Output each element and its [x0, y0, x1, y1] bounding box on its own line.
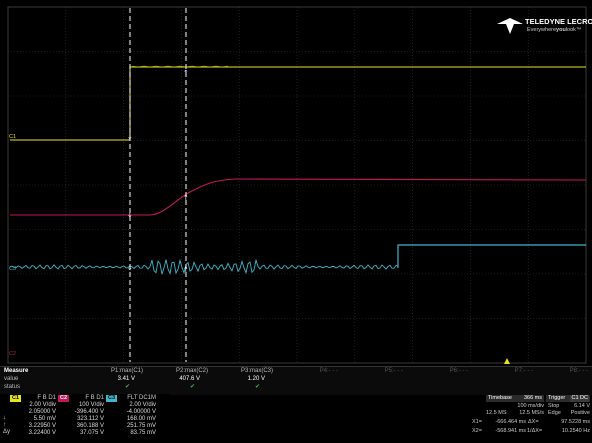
- cursor-x2-c1-arrow: ↑: [183, 69, 189, 77]
- c1-vdiv: 2.00 V/div: [29, 402, 56, 408]
- c2-ground-marker[interactable]: C2: [9, 351, 16, 357]
- c2-dy: 37.075 V: [79, 430, 104, 436]
- c2-x1: 323.112 V: [77, 416, 104, 422]
- timebase-label: Timebase: [488, 395, 512, 401]
- c1-mode: F B D1: [37, 395, 56, 401]
- c3-noise: [9, 258, 399, 276]
- row-symbol-x1: ↓: [3, 415, 6, 421]
- c2-offset: -396.400 V: [74, 409, 104, 415]
- c1-x2: 3.22950 V: [28, 423, 56, 429]
- param-p2-status: ✔: [189, 384, 195, 390]
- cursor-x1-c3-arrow: ↓: [127, 264, 133, 272]
- c1-tag[interactable]: C1: [10, 395, 22, 402]
- timebase-samples: 12.5 MS: [486, 410, 507, 416]
- measure-header: Measure: [4, 368, 29, 374]
- param-p1-value: 3.41 V: [117, 376, 135, 382]
- param-p3-value: 1.20 V: [247, 376, 265, 382]
- c2-tag[interactable]: C2: [58, 395, 70, 402]
- trigger-slope: Positive: [570, 410, 590, 416]
- cursor-x1-c1-arrow: ↓: [127, 133, 133, 141]
- channel-descriptors: ↓ ↑ Δy C1 F B D1 2.00 V/div 2.05000 V 5.…: [0, 394, 170, 443]
- c3-x1: 168.00 mV: [126, 416, 156, 422]
- cursor-x1-c2-arrow: ↓: [127, 211, 133, 219]
- trigger-channel: C1 DC: [570, 395, 589, 402]
- measure-panel: Measure P1:max(C1) P2:max(C2) P3:max(C3)…: [0, 366, 592, 395]
- c3-step: [397, 244, 586, 268]
- param-p6-name[interactable]: P6:- - -: [449, 368, 468, 374]
- c3-descriptor[interactable]: C3 FLT DC1M 2.00 V/div -4.00000 V 168.00…: [106, 395, 156, 441]
- trigger-level: 6.14 V: [574, 403, 590, 409]
- measure-row-value-label: value: [4, 376, 19, 382]
- timebase-rate: 12.5 MS/s: [519, 410, 544, 416]
- row-symbol-x2: ↑: [3, 422, 6, 428]
- param-p1-status: ✔: [124, 384, 130, 390]
- timebase-value: 366 ms: [523, 395, 542, 401]
- cursor-x2-c3-arrow: ↑: [183, 266, 189, 274]
- param-p3-status: ✔: [254, 384, 260, 390]
- timebase-descriptor[interactable]: Timebase 366 ms: [486, 395, 544, 402]
- c1-offset: 2.05000 V: [28, 409, 56, 415]
- c3-dy: 83.75 mV: [130, 430, 156, 436]
- c2-vdiv: 100 V/div: [78, 402, 104, 408]
- c1-x1: 5.50 mV: [33, 416, 56, 422]
- trigger-type: Edge: [548, 410, 561, 416]
- c3-ground-marker[interactable]: C3: [9, 266, 16, 272]
- row-symbol-dy: Δy: [3, 429, 11, 435]
- cursor-dx-label: ΔX=: [528, 419, 539, 425]
- teledyne-bird-icon: [497, 18, 523, 34]
- c1-descriptor[interactable]: C1 F B D1 2.00 V/div 2.05000 V 5.50 mV 3…: [10, 395, 56, 441]
- timebase-tdiv: 100 ms/div: [517, 403, 544, 409]
- c2-descriptor[interactable]: C2 F B D1 100 V/div -396.400 V 323.112 V…: [58, 395, 104, 441]
- c3-mode: FLT DC1M: [127, 395, 156, 401]
- grid-lines: [8, 7, 586, 363]
- c1-trace: [10, 66, 586, 141]
- cursor-x2-value: -568.941 ms: [495, 428, 526, 434]
- c2-x2: 360.188 V: [76, 423, 104, 429]
- trigger-position-marker[interactable]: [504, 358, 510, 364]
- cursor-x2-label: X2=: [472, 428, 482, 434]
- waveform-grid[interactable]: C1 C3 C2 ↓ ↓ ↓ ↑ ↑ ↑: [0, 0, 592, 370]
- c3-offset: -4.00000 V: [126, 409, 156, 415]
- logo-tagline: Everywhereyoulook™: [527, 27, 582, 33]
- cursor-inv-dx-value: 10.2540 Hz: [561, 428, 590, 434]
- cursor-inv-dx-label: 1/ΔX=: [527, 428, 543, 434]
- teledyne-logo: TELEDYNE LECROY Everywhereyoulook™: [497, 16, 592, 38]
- cursor-dx-value: 97.5228 ms: [561, 419, 590, 425]
- param-p3-name[interactable]: P3:max(C3): [240, 368, 273, 374]
- cursor-x1-label: X1=: [472, 419, 482, 425]
- c1-noise: [131, 65, 229, 68]
- trigger-label: Trigger: [548, 395, 566, 401]
- trigger-descriptor[interactable]: Trigger C1 DC: [546, 395, 590, 402]
- c2-trace: [10, 178, 587, 216]
- timebase-trigger-panel: Timebase 366 ms Trigger C1 DC 100 ms/div…: [470, 394, 592, 443]
- c3-vdiv: 2.00 V/div: [129, 402, 156, 408]
- c3-x2: 251.75 mV: [126, 423, 156, 429]
- logo-brand: TELEDYNE LECROY: [525, 17, 592, 26]
- cursor-x1-value: -666.464 ms: [495, 419, 526, 425]
- param-p7-name[interactable]: P7:- - -: [514, 368, 533, 374]
- param-p2-value: 407.6 V: [179, 376, 200, 382]
- c1-dy: 3.22400 V: [28, 430, 56, 436]
- c2-mode: F B D1: [85, 395, 104, 401]
- measure-row-status-label: status: [4, 384, 21, 390]
- param-p4-name[interactable]: P4:- - -: [319, 368, 338, 374]
- param-p5-name[interactable]: P5:- - -: [384, 368, 403, 374]
- c3-tag[interactable]: C3: [106, 395, 118, 402]
- trigger-mode: Stop: [548, 403, 560, 409]
- param-p8-name[interactable]: P8:- - -: [569, 368, 588, 374]
- cursor-x2-c2-arrow: ↑: [183, 194, 189, 202]
- c1-ground-marker[interactable]: C1: [9, 134, 16, 140]
- param-p1-name[interactable]: P1:max(C1): [110, 368, 143, 374]
- param-p2-name[interactable]: P2:max(C2): [175, 368, 208, 374]
